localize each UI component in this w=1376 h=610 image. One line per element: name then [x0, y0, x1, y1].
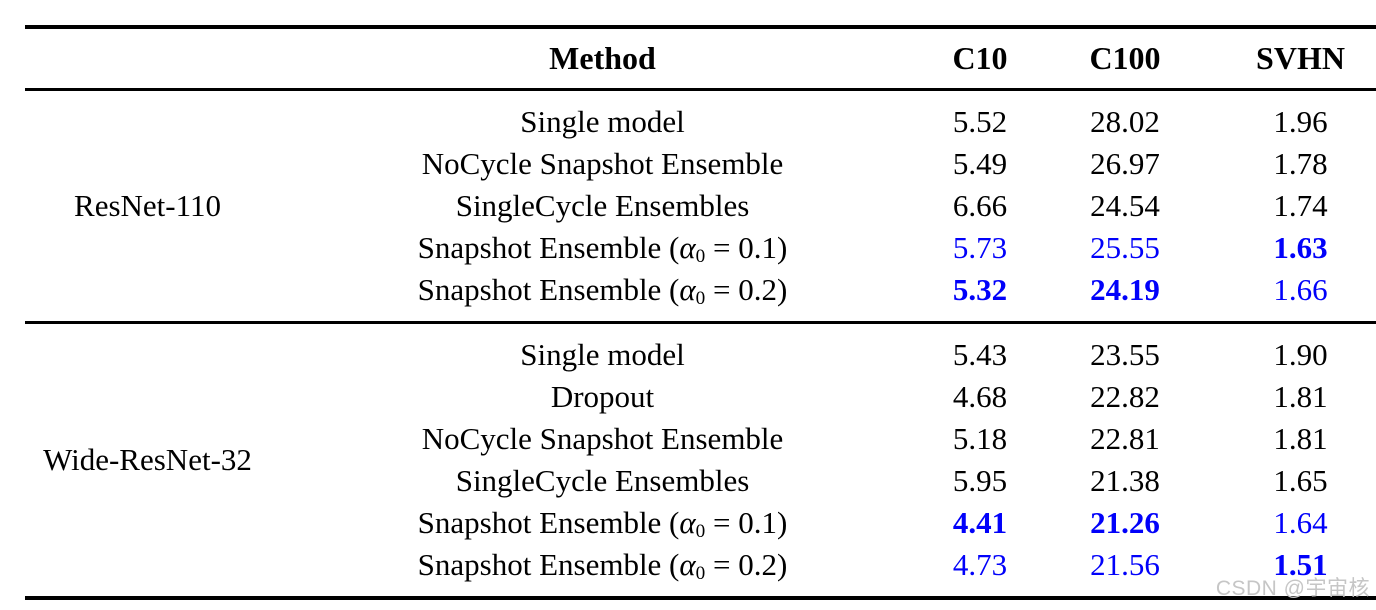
- value-cell-svhn: 1.78: [1273, 146, 1328, 181]
- method-cell: SingleCycle Ensembles: [455, 463, 750, 498]
- results-table: Method C10 C100 SVHN ResNet-110 Single mo…: [25, 25, 1376, 600]
- value-cell-svhn: 1.66: [1273, 272, 1328, 307]
- value-cell-c10: 5.49: [952, 146, 1008, 181]
- table-top-rule: [25, 25, 1376, 29]
- value-cell-c10: 4.41: [952, 505, 1008, 540]
- value-cell-c100: 25.55: [1090, 230, 1160, 265]
- method-cell: SingleCycle Ensembles: [455, 188, 750, 223]
- table-bottom-rule: [25, 596, 1376, 600]
- table-row: Single model 5.52 28.02 1.96: [25, 101, 1376, 143]
- table-section: Wide-ResNet-32 Single model 5.43 23.55 1.90 D…: [25, 324, 1376, 596]
- section-divider-rule: [25, 321, 1376, 324]
- table-header-row: Method C10 C100 SVHN: [25, 29, 1376, 88]
- value-cell-c10: 5.73: [952, 230, 1008, 265]
- value-cell-c10: 6.66: [952, 188, 1008, 223]
- method-cell: Snapshot Ensemble (α0 = 0.2): [417, 272, 788, 310]
- table-row: Snapshot Ensemble (α0 = 0.2) 5.32 24.19 1.6…: [25, 269, 1376, 311]
- table-row: Dropout 4.68 22.82 1.81: [25, 376, 1376, 418]
- table-row: NoCycle Snapshot Ensemble 5.49 26.97 1.78: [25, 143, 1376, 185]
- method-cell: NoCycle Snapshot Ensemble: [421, 146, 784, 181]
- value-cell-svhn: 1.65: [1273, 463, 1328, 498]
- value-cell-svhn: 1.64: [1273, 505, 1328, 540]
- value-cell-svhn: 1.51: [1273, 547, 1328, 582]
- value-cell-c100: 24.54: [1090, 188, 1160, 223]
- value-cell-svhn: 1.74: [1273, 188, 1328, 223]
- table-row: Single model 5.43 23.55 1.90: [25, 334, 1376, 376]
- section-wide-resnet-32: Wide-ResNet-32 Single model 5.43 23.55 1.90 D…: [25, 324, 1376, 596]
- value-cell-c100: 21.38: [1090, 463, 1160, 498]
- section-resnet-110: ResNet-110 Single model 5.52 28.02 1.96 NoCyc…: [25, 91, 1376, 321]
- column-header-c100: C100: [1089, 40, 1161, 76]
- value-cell-c100: 26.97: [1090, 146, 1160, 181]
- value-cell-c10: 4.68: [952, 379, 1008, 414]
- table-row: SingleCycle Ensembles 5.95 21.38 1.65: [25, 460, 1376, 502]
- value-cell-c10: 5.32: [952, 272, 1008, 307]
- table-row: NoCycle Snapshot Ensemble 5.18 22.81 1.81: [25, 418, 1376, 460]
- value-cell-c10: 5.43: [952, 337, 1008, 372]
- method-cell: Snapshot Ensemble (α0 = 0.2): [417, 547, 788, 585]
- value-cell-svhn: 1.81: [1273, 421, 1328, 456]
- method-cell: Single model: [520, 337, 685, 372]
- group-label: ResNet-110: [74, 188, 221, 223]
- table-row: Snapshot Ensemble (α0 = 0.1) 5.73 25.55 1.6…: [25, 227, 1376, 269]
- value-cell-c10: 5.52: [952, 104, 1008, 139]
- method-cell: Single model: [520, 104, 685, 139]
- value-cell-c100: 21.26: [1090, 505, 1160, 540]
- value-cell-svhn: 1.90: [1273, 337, 1328, 372]
- value-cell-c100: 24.19: [1090, 272, 1160, 307]
- value-cell-c10: 5.95: [952, 463, 1008, 498]
- value-cell-c100: 22.81: [1090, 421, 1160, 456]
- column-header-c10: C10: [952, 40, 1008, 76]
- column-header-svhn: SVHN: [1256, 40, 1345, 76]
- method-cell: NoCycle Snapshot Ensemble: [421, 421, 784, 456]
- method-cell: Snapshot Ensemble (α0 = 0.1): [417, 230, 788, 268]
- table-row: Snapshot Ensemble (α0 = 0.2) 4.73 21.56 1.5…: [25, 544, 1376, 586]
- method-cell: Snapshot Ensemble (α0 = 0.1): [417, 505, 788, 543]
- value-cell-c10: 5.18: [952, 421, 1008, 456]
- header-rule: [25, 88, 1376, 91]
- column-header-method: Method: [549, 40, 656, 76]
- value-cell-svhn: 1.63: [1273, 230, 1328, 265]
- value-cell-c100: 21.56: [1090, 547, 1160, 582]
- value-cell-c100: 28.02: [1090, 104, 1160, 139]
- value-cell-c10: 4.73: [952, 547, 1008, 582]
- value-cell-c100: 22.82: [1090, 379, 1160, 414]
- method-cell: Dropout: [550, 379, 655, 414]
- table-section: ResNet-110 Single model 5.52 28.02 1.96 NoCyc…: [25, 91, 1376, 321]
- table-row: SingleCycle Ensembles 6.66 24.54 1.74: [25, 185, 1376, 227]
- value-cell-svhn: 1.81: [1273, 379, 1328, 414]
- group-label: Wide-ResNet-32: [43, 442, 252, 477]
- value-cell-svhn: 1.96: [1273, 104, 1328, 139]
- watermark: CSDN @宇宙核: [1215, 577, 1370, 600]
- value-cell-c100: 23.55: [1090, 337, 1160, 372]
- table-row: Snapshot Ensemble (α0 = 0.1) 4.41 21.26 1.6…: [25, 502, 1376, 544]
